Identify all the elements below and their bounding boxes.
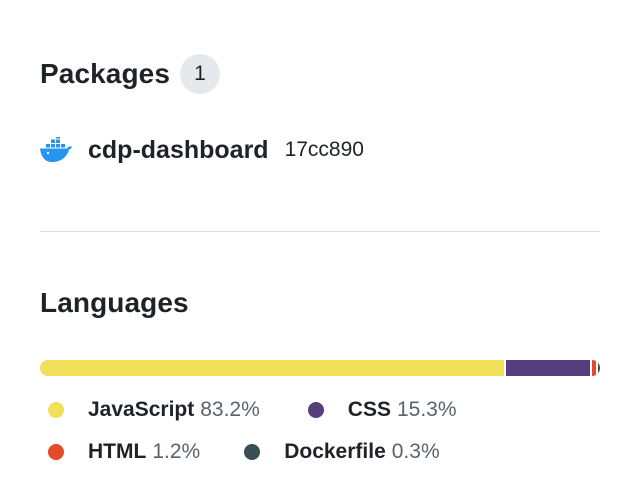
language-bar-segment-javascript[interactable] [40,360,506,376]
package-name-link[interactable]: cdp-dashboard [88,135,269,164]
language-item-dockerfile[interactable]: Dockerfile 0.3% [244,440,440,464]
language-row: JavaScript 83.2% CSS 15.3% [48,394,608,426]
language-name: HTML [88,440,147,463]
language-item-css[interactable]: CSS 15.3% [307,398,457,422]
language-bar-segment-css[interactable] [505,360,592,376]
languages-title: Languages [40,287,189,318]
language-name: CSS [347,398,391,421]
language-percent: 15.3% [396,398,457,421]
package-item: cdp-dashboard 17cc890 [40,130,364,170]
language-bar-segment-dockerfile[interactable] [598,360,600,376]
package-version-sha: 17cc890 [284,138,364,161]
language-color-dot [48,444,64,460]
language-name: Dockerfile [284,440,386,463]
language-color-dot [307,402,324,418]
language-name: JavaScript [88,398,195,421]
language-progress-bar [40,360,600,376]
docker-icon [40,137,72,162]
language-percent: 1.2% [152,440,201,463]
language-color-dot [48,402,64,418]
languages-heading: Languages [40,287,189,319]
language-item-html[interactable]: HTML 1.2% [48,440,200,464]
packages-count-badge: 1 [180,54,221,94]
language-row: HTML 1.2% Dockerfile 0.3% [48,436,608,468]
section-divider [40,231,600,232]
language-list: JavaScript 83.2% CSS 15.3% HTML 1.2% Doc… [48,394,608,478]
language-percent: 83.2% [200,398,260,421]
packages-title[interactable]: Packages [40,58,171,89]
language-color-dot [244,444,261,460]
language-bar-segment-html[interactable] [591,360,599,376]
language-item-javascript[interactable]: JavaScript 83.2% [48,398,260,422]
language-percent: 0.3% [391,440,440,463]
packages-heading: Packages 1 [40,54,221,94]
